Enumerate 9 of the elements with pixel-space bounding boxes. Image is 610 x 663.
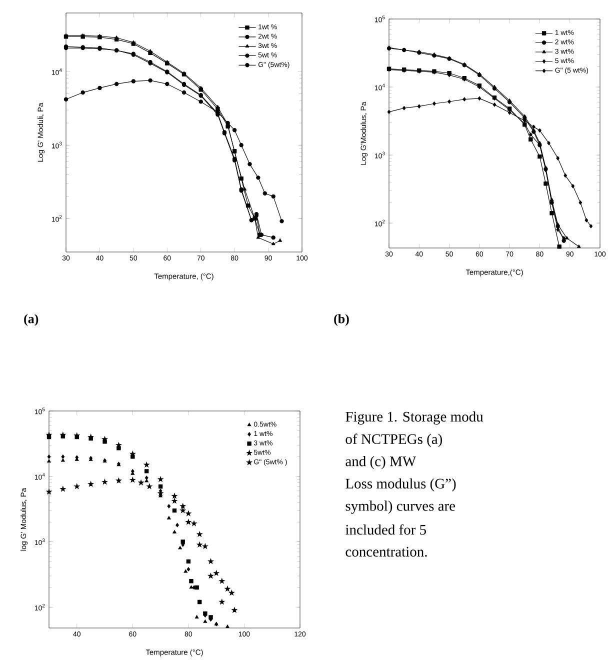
text: (b) <box>334 314 349 326</box>
text: Loss modulus (G”) <box>346 478 456 492</box>
text: of NCTPEGs (a) <box>346 434 442 447</box>
caption: Figure 1. Storage modu <box>346 411 484 425</box>
text: (a) <box>24 314 38 326</box>
text: concentration. <box>346 546 427 557</box>
text: and (c) MW <box>346 456 416 470</box>
text: included for 5 <box>346 524 426 535</box>
text: symbol) curves are <box>346 500 456 514</box>
